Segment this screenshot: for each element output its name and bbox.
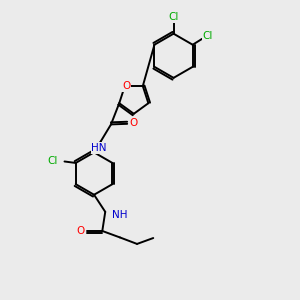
Text: O: O bbox=[76, 226, 85, 236]
Text: Cl: Cl bbox=[168, 12, 179, 22]
Text: Cl: Cl bbox=[203, 31, 213, 41]
Text: O: O bbox=[122, 81, 130, 91]
Text: Cl: Cl bbox=[48, 156, 58, 166]
Text: HN: HN bbox=[92, 143, 107, 153]
Text: NH: NH bbox=[112, 210, 127, 220]
Text: O: O bbox=[130, 118, 138, 128]
